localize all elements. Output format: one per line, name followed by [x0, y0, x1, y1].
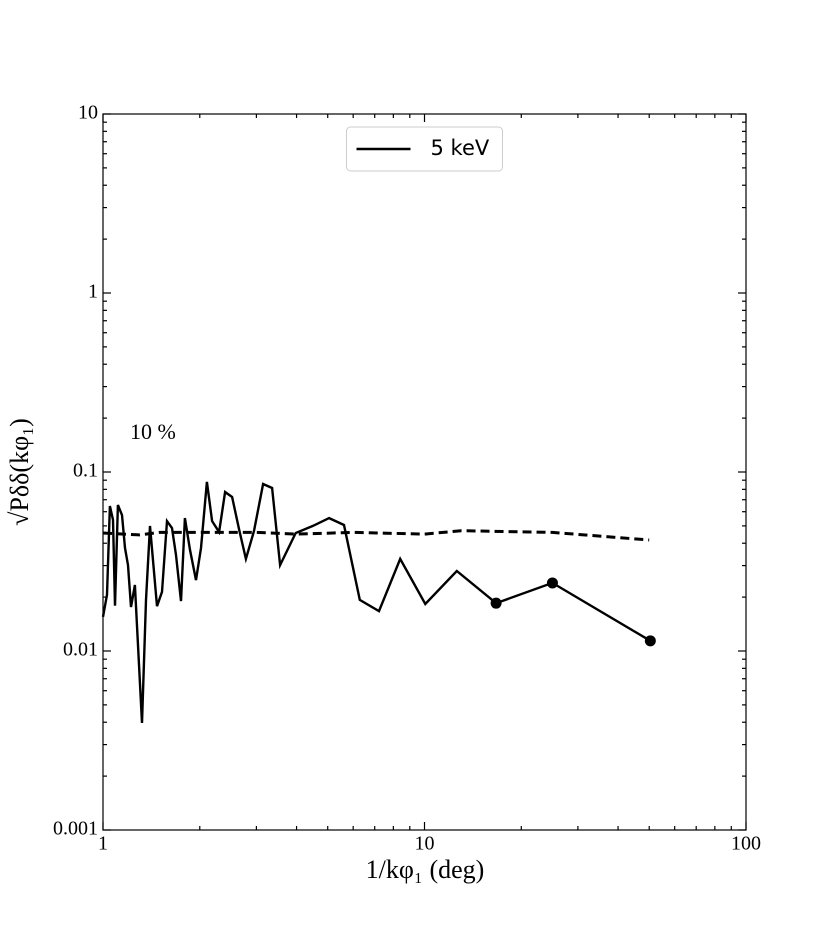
marker — [644, 635, 656, 647]
marker — [490, 597, 502, 609]
y-tick-label: 0.001 — [53, 818, 98, 840]
plot-frame — [102, 113, 747, 831]
legend: 5 keV — [346, 126, 503, 172]
annotation: 10 % — [130, 419, 176, 444]
x-tick-label: 100 — [731, 833, 761, 855]
line — [101, 481, 651, 724]
marker — [546, 577, 558, 589]
legend-label: 5 keV — [431, 136, 490, 160]
y-axis-label: √Pδδ(kφ₁) — [5, 418, 34, 526]
y-tick-label: 0.1 — [73, 460, 98, 482]
y-tick-label: 1 — [88, 281, 98, 303]
y-tick-label: 10 — [78, 102, 98, 124]
y-tick-label: 0.01 — [63, 639, 98, 661]
line — [102, 529, 650, 542]
x-tick-label: 1 — [98, 833, 108, 855]
x-tick-label: 10 — [415, 833, 435, 855]
legend-box — [346, 126, 503, 172]
x-axis-label: 1/kφ₁ (deg) — [366, 855, 485, 884]
